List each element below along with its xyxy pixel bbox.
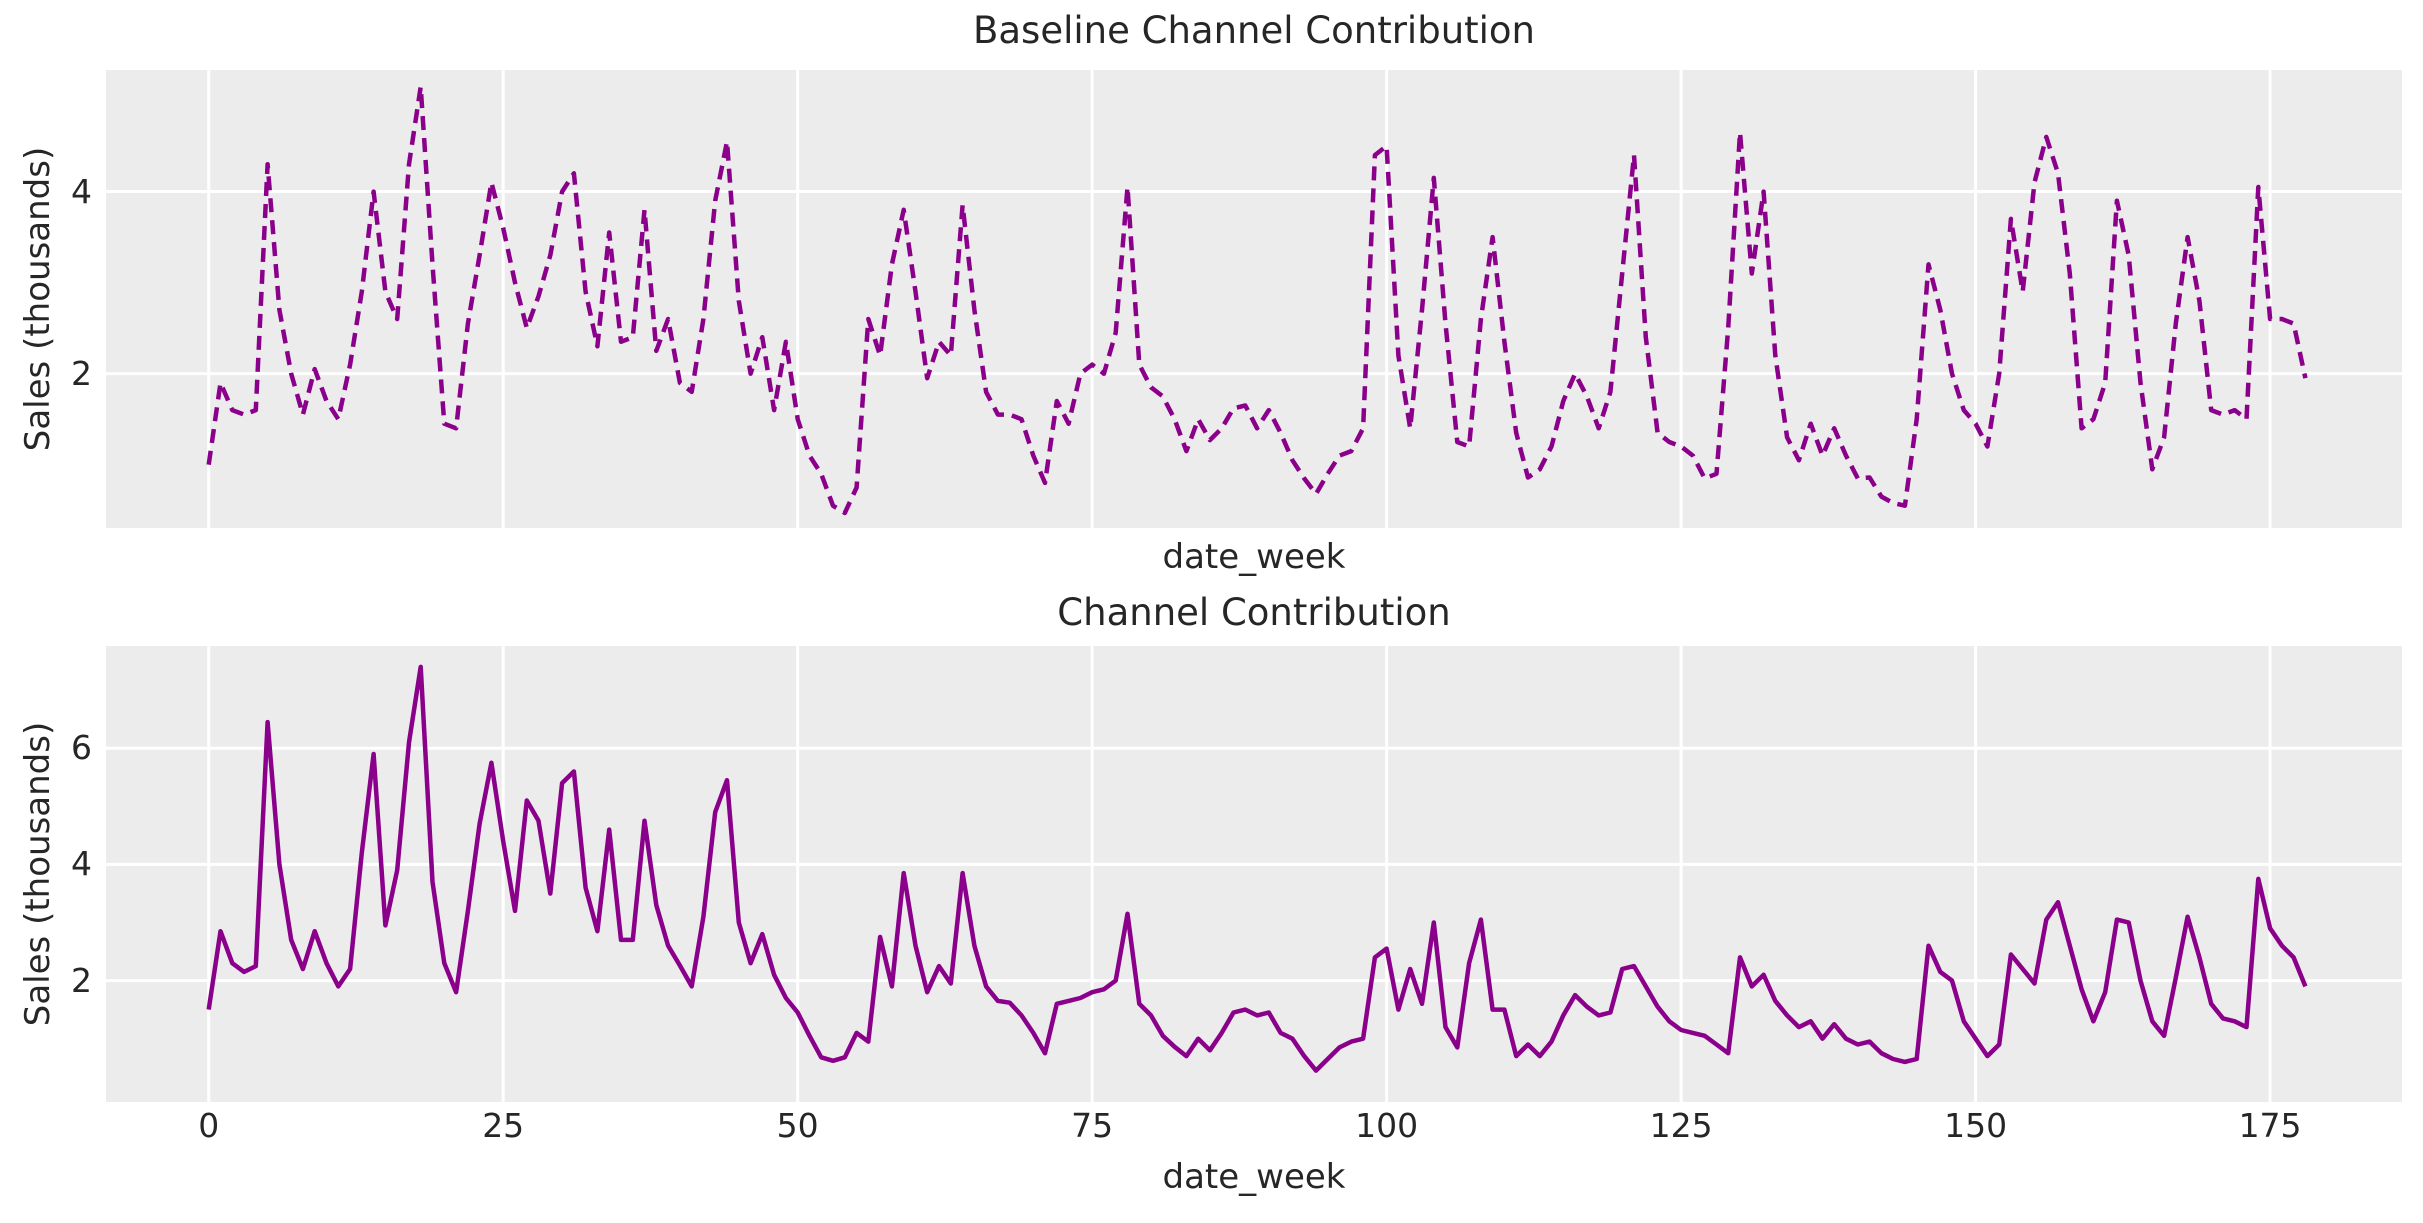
plot-area-channel: [106, 646, 2402, 1102]
x-axis-label-baseline: date_week: [1162, 537, 1346, 577]
y-tick-label: 4: [71, 171, 92, 211]
chart-title-channel: Channel Contribution: [1057, 591, 1451, 634]
y-tick-label: 2: [71, 353, 92, 393]
baseline-series-line: [206, 84, 2308, 516]
channel-chart-svg: [106, 646, 2402, 1102]
y-tick-label: 6: [71, 728, 92, 768]
channel-series-line: [206, 664, 2308, 1073]
y-tick-label: 2: [71, 960, 92, 1000]
chart-title-baseline: Baseline Channel Contribution: [972, 9, 1536, 52]
x-tick-label: 25: [482, 1106, 525, 1145]
x-tick-label: 175: [2238, 1106, 2302, 1145]
x-tick-label: 75: [1071, 1106, 1114, 1145]
baseline-chart-svg: [106, 70, 2402, 528]
y-tick-label: 4: [71, 844, 92, 884]
plot-area-baseline: [106, 70, 2402, 528]
x-tick-label: 100: [1355, 1106, 1419, 1145]
x-tick-label: 150: [1944, 1106, 2008, 1145]
x-tick-label: 125: [1649, 1106, 1713, 1145]
x-tick-label: 0: [198, 1106, 220, 1145]
x-axis-label-channel: date_week: [1162, 1157, 1346, 1197]
x-tick-label: 50: [776, 1106, 819, 1145]
